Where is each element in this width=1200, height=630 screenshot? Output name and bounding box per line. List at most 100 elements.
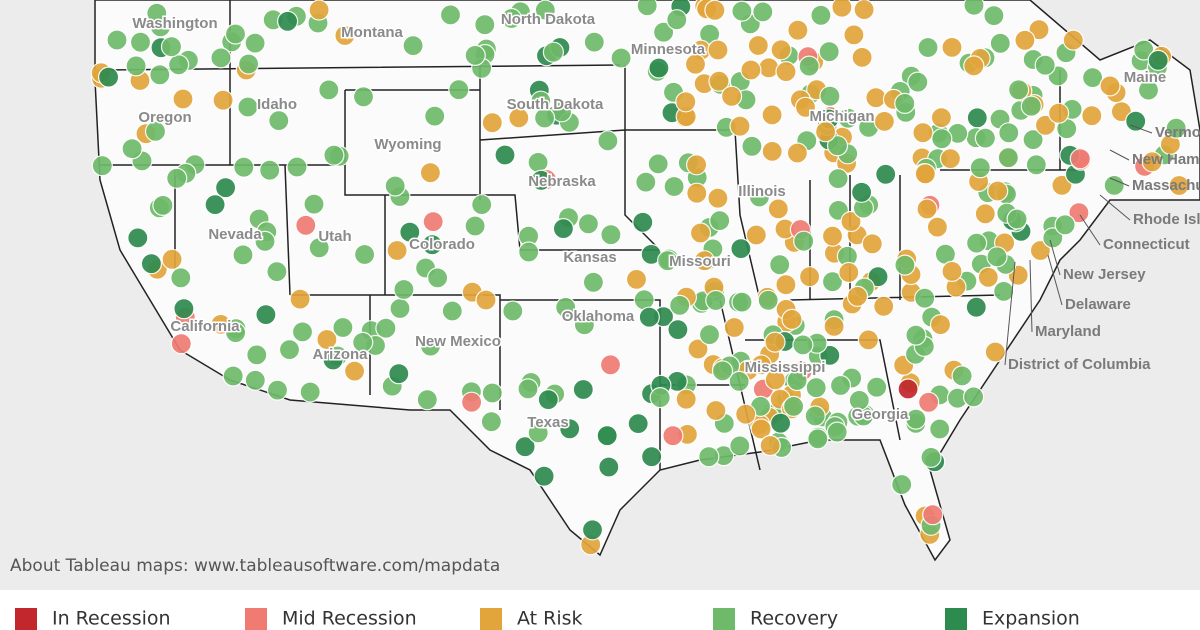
metro-dot <box>758 57 780 79</box>
state-label: Oregon <box>138 109 191 126</box>
metro-dot <box>993 280 1015 302</box>
metro-dot <box>941 260 963 282</box>
metro-dot <box>299 381 321 403</box>
metro-dot <box>91 155 113 177</box>
legend-swatch <box>945 608 967 630</box>
metro-dot <box>821 225 844 247</box>
metro-dot <box>787 19 809 41</box>
metro-dot <box>559 418 581 440</box>
metro-dot <box>897 378 919 400</box>
metro-dot <box>912 122 934 144</box>
legend-label: Expansion <box>982 608 1080 630</box>
state-label: New Mexico <box>415 333 501 350</box>
metro-dot <box>244 369 266 391</box>
metro-dot <box>1125 110 1147 132</box>
metro-dot <box>632 211 654 233</box>
metro-dot <box>1029 239 1052 262</box>
metro-dot <box>308 0 330 21</box>
metro-dot <box>502 300 524 322</box>
metro-dot <box>794 96 817 118</box>
metro-dot <box>1168 174 1190 197</box>
metro-dot <box>1103 174 1125 196</box>
metro-dot <box>152 194 174 216</box>
metro-dot <box>233 156 255 178</box>
metro-dot <box>266 379 289 401</box>
metro-dot <box>402 34 424 57</box>
metro-dot <box>225 322 247 344</box>
metro-dot <box>254 230 276 252</box>
metro-dot <box>728 370 750 392</box>
metro-dot <box>689 222 712 244</box>
metro-dot <box>527 422 549 444</box>
metro-dot <box>129 31 152 53</box>
metro-dot <box>268 109 290 132</box>
metro-dot <box>705 289 727 312</box>
state-label: Kansas <box>563 249 616 266</box>
metro-dot <box>786 369 808 392</box>
metro-dot <box>354 243 376 266</box>
metro-dot <box>1147 49 1169 72</box>
metro-dot <box>865 87 887 109</box>
metro-dot <box>823 315 845 337</box>
metro-dot <box>648 57 670 79</box>
metro-dot <box>421 234 443 256</box>
metro-dot <box>698 324 721 346</box>
state-label: South Dakota <box>507 96 604 113</box>
metro-dot <box>905 408 927 430</box>
metro-dot <box>951 365 973 387</box>
metro-dot <box>610 47 632 69</box>
metro-dot <box>636 0 658 17</box>
metro-dot <box>555 296 577 318</box>
metro-dot <box>769 254 791 276</box>
metro-dot <box>161 248 183 270</box>
state-label: North Dakota <box>501 11 596 28</box>
metro-dot <box>1069 148 1091 170</box>
metro-dot <box>894 92 916 115</box>
metro-dot <box>1047 102 1070 124</box>
metro-dot <box>635 171 657 193</box>
metro-dot <box>693 250 716 272</box>
metro-dot <box>238 53 260 75</box>
metro-dot <box>375 317 397 339</box>
metro-dot <box>125 55 147 77</box>
metro-dot <box>963 55 985 77</box>
metro-dot <box>475 289 497 311</box>
metro-dot <box>127 227 149 249</box>
metro-dot <box>707 187 729 209</box>
metro-dot <box>494 144 516 166</box>
metro-dot <box>640 446 663 468</box>
metro-dot <box>598 456 620 478</box>
metro-dot <box>422 211 444 233</box>
metro-dot <box>914 163 937 185</box>
metro-dot <box>675 91 697 113</box>
metro-dot <box>1141 151 1163 173</box>
metro-dot <box>1165 117 1187 139</box>
legend-swatch <box>480 608 502 630</box>
legend-swatch <box>713 608 735 630</box>
metro-dot <box>698 446 720 468</box>
metro-dot <box>533 465 555 487</box>
metro-dot <box>638 306 660 328</box>
metro-dot <box>962 386 985 408</box>
metro-dot <box>857 329 880 351</box>
metro-dot <box>149 64 171 86</box>
metro-dot <box>974 127 997 149</box>
metro-dot <box>759 434 781 457</box>
metro-dot <box>627 413 649 435</box>
metro-dot <box>237 96 259 118</box>
metro-dot <box>303 193 325 215</box>
metro-dot <box>146 2 168 24</box>
metro-dot <box>750 354 772 376</box>
callout-leader <box>1099 194 1131 221</box>
metro-dot <box>1028 19 1050 41</box>
metro-dot <box>518 241 540 263</box>
attribution: About Tableau maps: www.tableausoftware.… <box>10 556 500 576</box>
metro-dot <box>266 261 288 283</box>
metro-dot <box>663 175 685 198</box>
metro-dot <box>853 0 875 21</box>
metro-dot <box>814 121 837 143</box>
legend-label: Recovery <box>750 608 838 630</box>
metro-dot <box>172 88 194 110</box>
metro-dot <box>669 294 691 316</box>
metro-dot <box>723 316 745 339</box>
